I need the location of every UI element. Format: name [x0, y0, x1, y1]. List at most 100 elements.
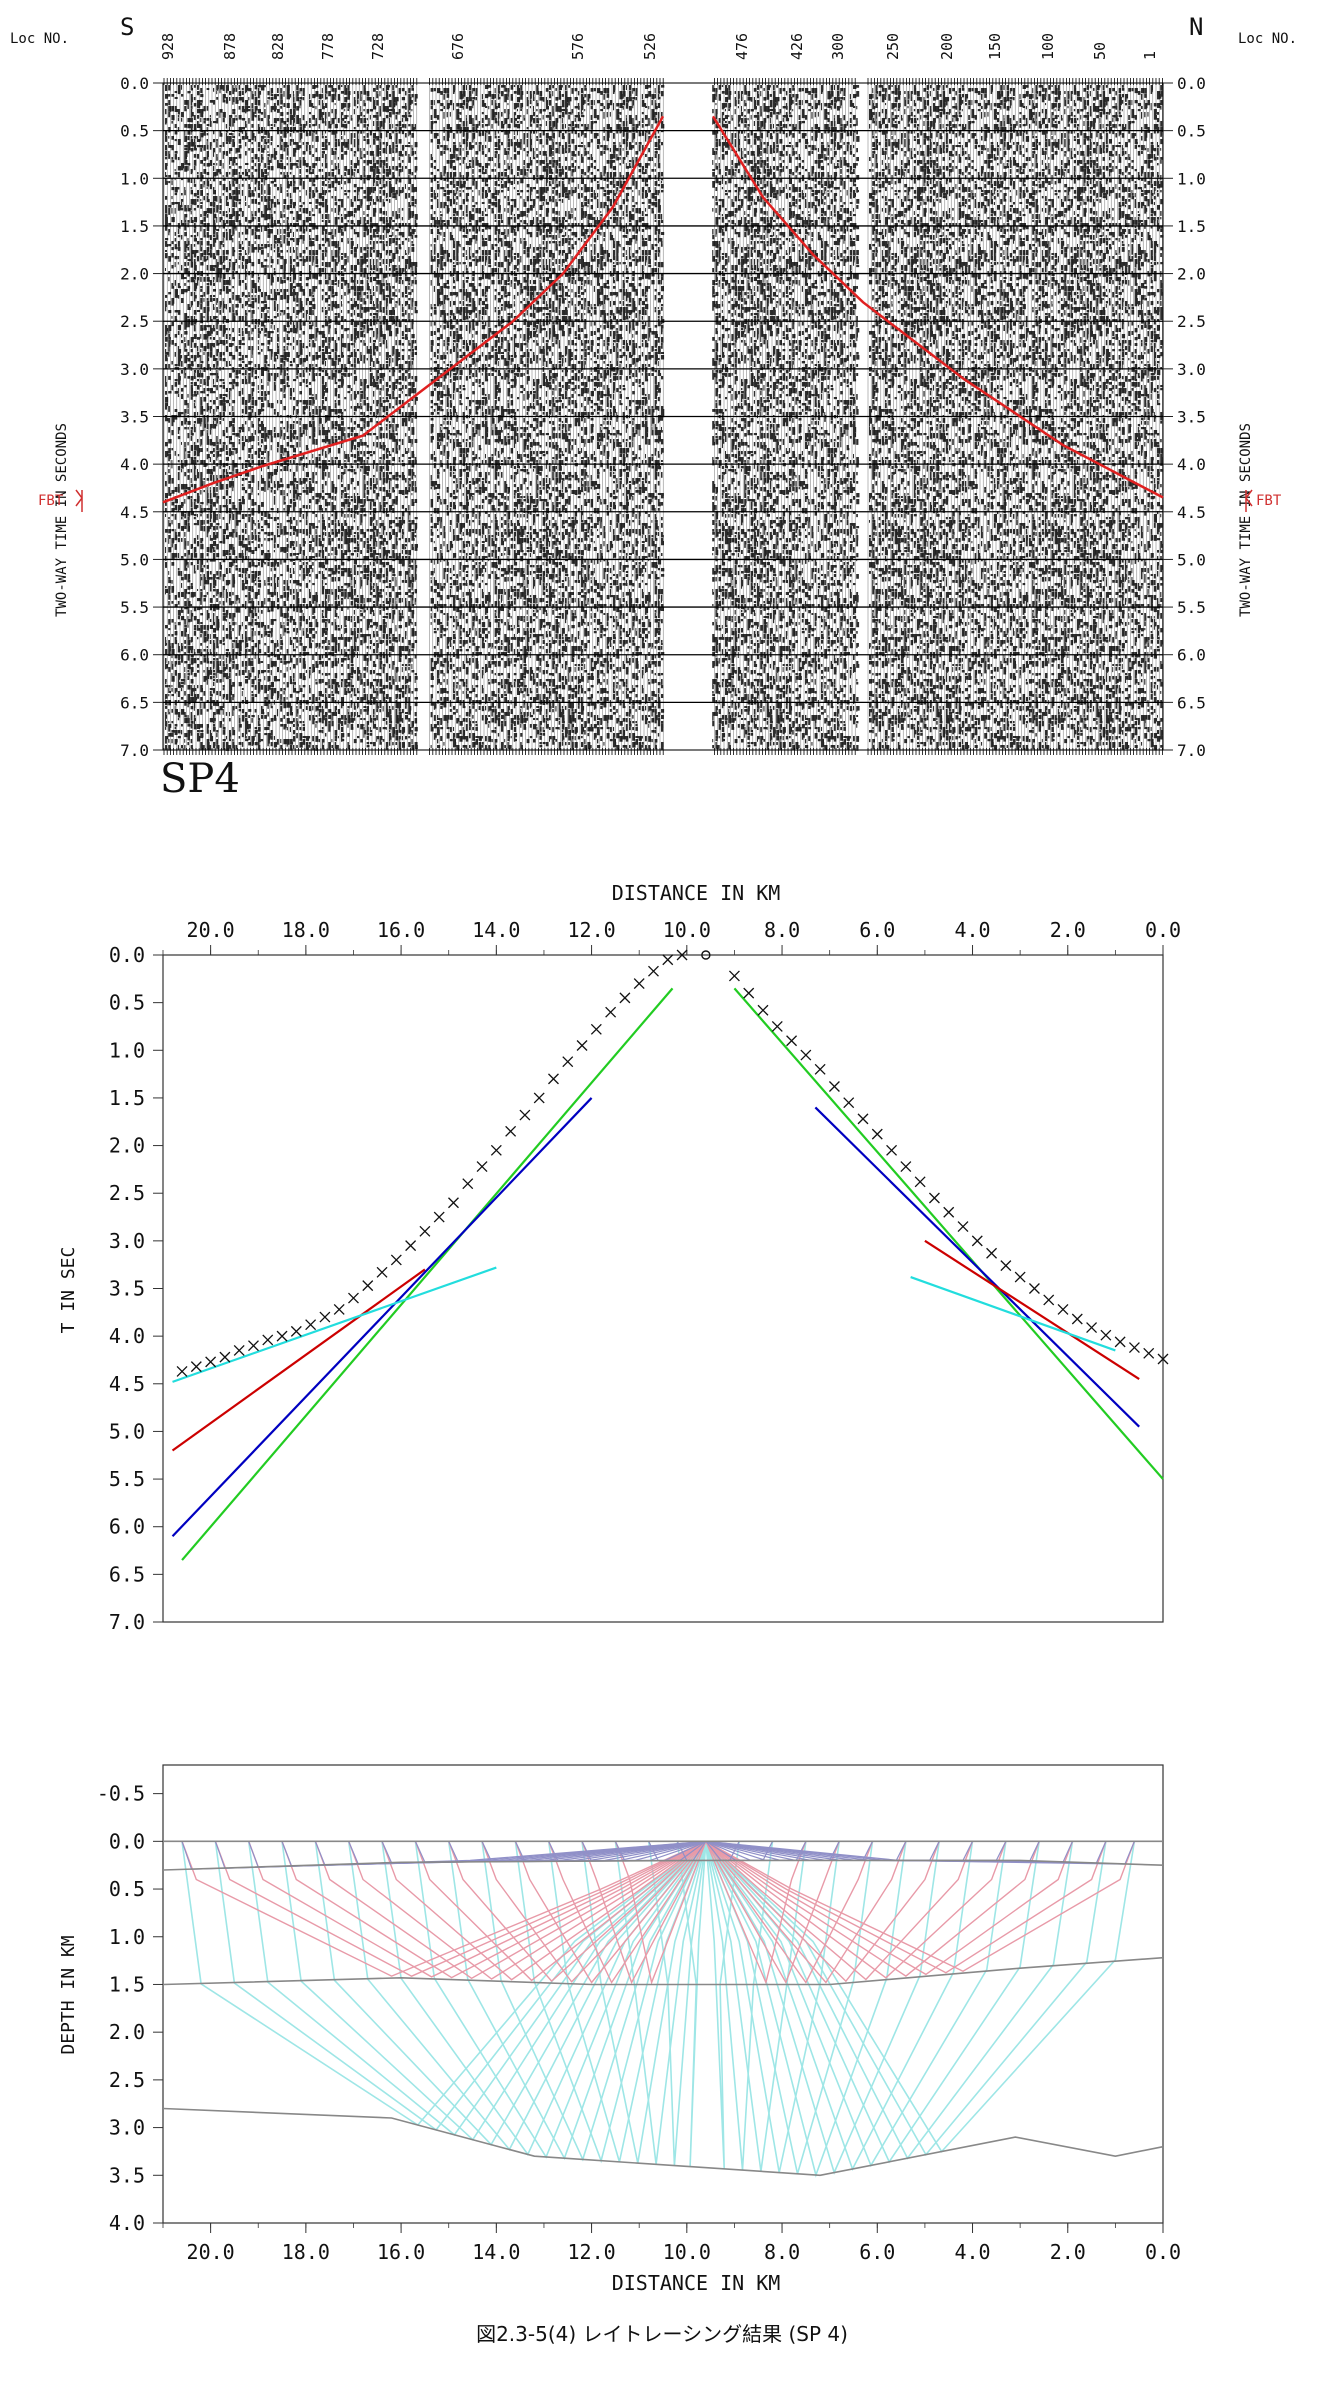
observed-point — [276, 1330, 288, 1342]
observed-point — [986, 1247, 998, 1259]
distance-tick-label: 14.0 — [472, 2240, 520, 2264]
observed-point — [828, 1081, 840, 1092]
refracted-ray-deep — [214, 1840, 707, 2132]
observed-point — [1100, 1329, 1112, 1341]
layer-boundary — [162, 2107, 1164, 2177]
depth-tick-label: 1.0 — [109, 1925, 145, 1949]
observed-point — [1014, 1271, 1026, 1283]
refracted-ray-mid — [548, 1840, 707, 1984]
observed-point — [605, 1006, 617, 1018]
depth-tick-label: 4.0 — [109, 2211, 145, 2235]
time-tick-label: 6.5 — [109, 1562, 145, 1586]
observed-point — [1071, 1313, 1083, 1325]
loc-tick-label: 526 — [641, 33, 659, 60]
time-axis-label-left: TWO-WAY TIME IN SECONDS — [54, 423, 70, 617]
observed-point — [405, 1240, 417, 1252]
observed-point — [433, 1211, 445, 1223]
loc-tick-label: 576 — [569, 33, 587, 60]
observed-point — [900, 1161, 912, 1172]
distance-tick-label: 16.0 — [377, 2240, 425, 2264]
loc-tick-label: 300 — [829, 33, 847, 60]
observed-point — [743, 987, 755, 999]
distance-tick-label: 0.0 — [1145, 2240, 1181, 2264]
refracted-ray-deep — [247, 1840, 707, 2136]
observed-point — [205, 1356, 217, 1368]
time-tick-label-left: 1.0 — [120, 169, 149, 188]
observed-point — [362, 1280, 374, 1292]
green-model-line — [181, 987, 674, 1561]
time-tick-label: 3.0 — [109, 1229, 145, 1253]
observed-point — [219, 1351, 231, 1363]
refracted-ray-mid — [705, 1840, 1074, 1976]
loc-tick-label: 250 — [884, 33, 902, 60]
refracted-ray-mid — [314, 1840, 707, 1980]
ray-plot-frame — [162, 1764, 1164, 2224]
time-tick-label: 1.0 — [109, 1038, 145, 1062]
observed-point — [1157, 1353, 1169, 1365]
depth-tick-label: -0.5 — [97, 1782, 145, 1806]
time-tick-label-left: 5.0 — [120, 550, 149, 569]
observed-point — [533, 1092, 545, 1104]
direction-left: S — [120, 13, 134, 41]
refracted-ray-mid — [181, 1840, 707, 1977]
refracted-ray-deep — [514, 1840, 707, 2164]
observed-point — [333, 1304, 345, 1315]
time-tick-label: 2.5 — [109, 1181, 145, 1205]
refracted-ray-deep — [705, 1840, 1074, 2160]
time-tick-label-left: 0.0 — [120, 74, 149, 93]
distance-tick-label: 12.0 — [567, 918, 615, 942]
observed-point — [448, 1197, 459, 1209]
layer-boundary — [162, 1859, 1164, 1871]
observed-point — [376, 1266, 388, 1278]
distance-tick-label: 4.0 — [954, 2240, 990, 2264]
blue-model-line — [171, 1097, 593, 1538]
time-tick-label-left: 4.5 — [120, 503, 149, 522]
distance-tick-label: 4.0 — [954, 918, 990, 942]
time-tick-label-left: 0.5 — [120, 122, 149, 141]
refracted-ray-shallow — [705, 1840, 1135, 1865]
observed-point — [757, 1004, 769, 1016]
trace-tick-marks — [163, 78, 1163, 755]
observed-point — [943, 1206, 955, 1218]
distance-tick-label: 8.0 — [764, 918, 800, 942]
first-break-pick-line — [162, 115, 1164, 504]
depth-tick-label: 0.0 — [109, 1829, 145, 1853]
observed-point — [505, 1125, 517, 1137]
observed-point — [914, 1176, 926, 1188]
refracted-ray-deep — [281, 1840, 707, 2141]
time-tick-label: 5.0 — [109, 1419, 145, 1443]
observed-point — [262, 1334, 274, 1346]
refracted-ray-mid — [705, 1840, 1136, 1972]
time-tick-label: 4.0 — [109, 1324, 145, 1348]
cyan-model-line — [910, 1276, 1116, 1352]
direction-right: N — [1189, 13, 1203, 41]
observed-point — [1028, 1283, 1040, 1294]
observed-point — [728, 970, 740, 982]
time-tick-label-right: 5.5 — [1177, 598, 1206, 617]
loc-tick-label: 100 — [1039, 33, 1057, 60]
ray-diagram-panel: 20.0 18.0 16.0 14.0 12.0 10.0 8.0 6.0 4.0 2.0 0.0 -… — [58, 1764, 1181, 2295]
observed-point — [490, 1144, 502, 1156]
refracted-ray-deep — [705, 1840, 1040, 2164]
distance-tick-label: 10.0 — [663, 918, 711, 942]
fbt-marker-right: FBT — [1256, 493, 1282, 509]
observed-point — [319, 1311, 331, 1323]
distance-tick-label: 8.0 — [764, 2240, 800, 2264]
travel-time-plot-frame — [162, 954, 1164, 1623]
observed-point — [233, 1344, 245, 1356]
time-tick-label-right: 6.0 — [1177, 646, 1206, 665]
distance-tick-label: 12.0 — [567, 2240, 615, 2264]
travel-time-x-axis-title: DISTANCE IN KM — [612, 881, 781, 905]
loc-tick-label: 828 — [269, 33, 287, 60]
time-tick-label-left: 2.5 — [120, 312, 149, 331]
fbt-marker-left: FBT — [38, 493, 64, 509]
time-tick-label: 0.0 — [109, 943, 145, 967]
refracted-ray-mid — [614, 1841, 707, 1985]
observed-point — [1143, 1347, 1155, 1359]
observed-point — [290, 1325, 302, 1337]
time-tick-label-right: 2.0 — [1177, 265, 1206, 284]
shot-point — [701, 950, 711, 960]
refracted-ray-shallow — [181, 1840, 706, 1870]
observed-point — [857, 1113, 869, 1125]
